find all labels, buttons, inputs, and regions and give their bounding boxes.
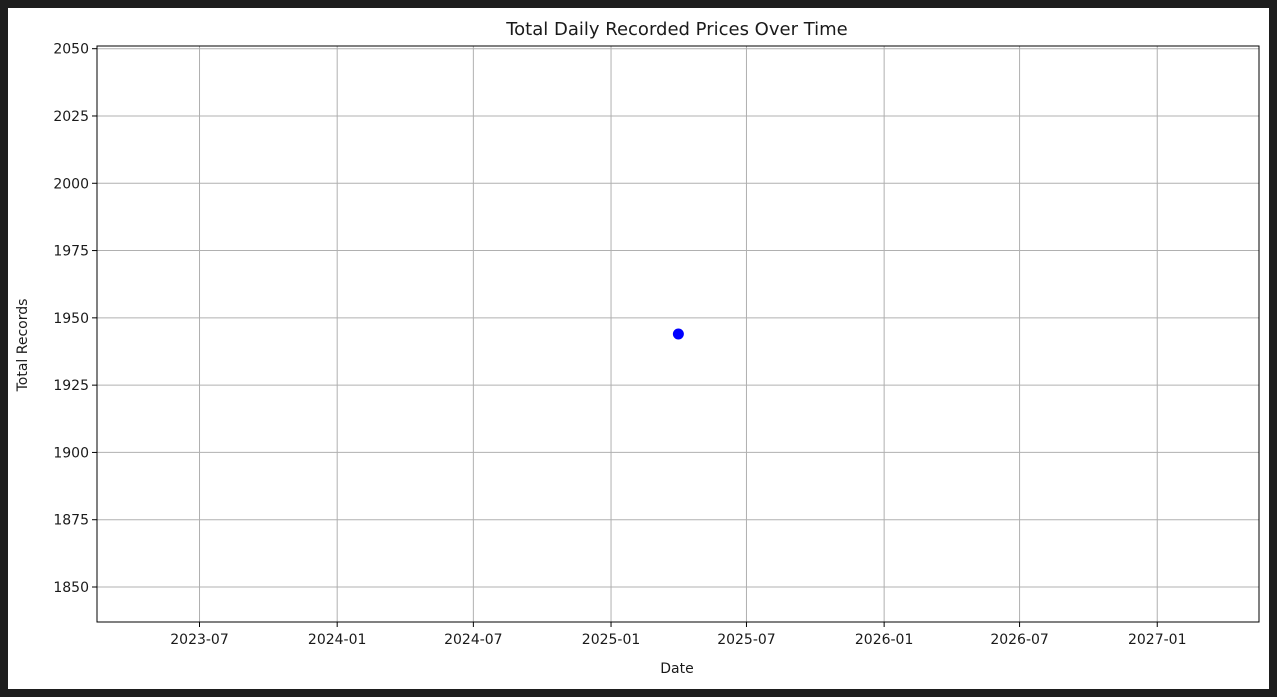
y-tick-label: 1950 bbox=[53, 311, 89, 327]
y-tick-label: 1925 bbox=[53, 378, 89, 394]
y-tick-label: 1850 bbox=[53, 580, 89, 596]
x-tick-label: 2026-01 bbox=[855, 632, 914, 648]
y-tick-label: 1900 bbox=[53, 445, 89, 461]
plot-frame bbox=[96, 45, 1260, 623]
chart-title: Total Daily Recorded Prices Over Time bbox=[505, 19, 848, 40]
x-axis: 2023-07 2024-01 2024-07 2025-01 2025-07 2026-… bbox=[170, 622, 1186, 648]
data-point bbox=[672, 328, 684, 340]
x-tick-label: 2025-07 bbox=[717, 632, 776, 648]
grid-lines bbox=[97, 46, 1259, 622]
x-tick-label: 2026-07 bbox=[990, 632, 1049, 648]
y-axis: 1850 1875 1900 1925 1950 1975 2000 2025 2050 bbox=[53, 42, 97, 596]
x-axis-label: Date bbox=[660, 661, 693, 677]
y-tick-label: 2000 bbox=[53, 176, 89, 192]
x-tick-label: 2024-07 bbox=[444, 632, 503, 648]
y-tick-label: 1975 bbox=[53, 244, 89, 260]
data-points bbox=[672, 328, 684, 340]
x-tick-label: 2023-07 bbox=[170, 632, 229, 648]
x-tick-label: 2027-01 bbox=[1128, 632, 1187, 648]
chart-figure: 1850 1875 1900 1925 1950 1975 2000 2025 2050 202… bbox=[8, 8, 1269, 689]
scatter-chart: 1850 1875 1900 1925 1950 1975 2000 2025 2050 202… bbox=[15, 19, 1260, 677]
x-tick-label: 2024-01 bbox=[308, 632, 367, 648]
y-axis-label: Total Records bbox=[15, 299, 31, 393]
y-tick-label: 2025 bbox=[53, 109, 89, 125]
y-tick-label: 1875 bbox=[53, 513, 89, 529]
y-tick-label: 2050 bbox=[53, 42, 89, 58]
x-tick-label: 2025-01 bbox=[582, 632, 641, 648]
